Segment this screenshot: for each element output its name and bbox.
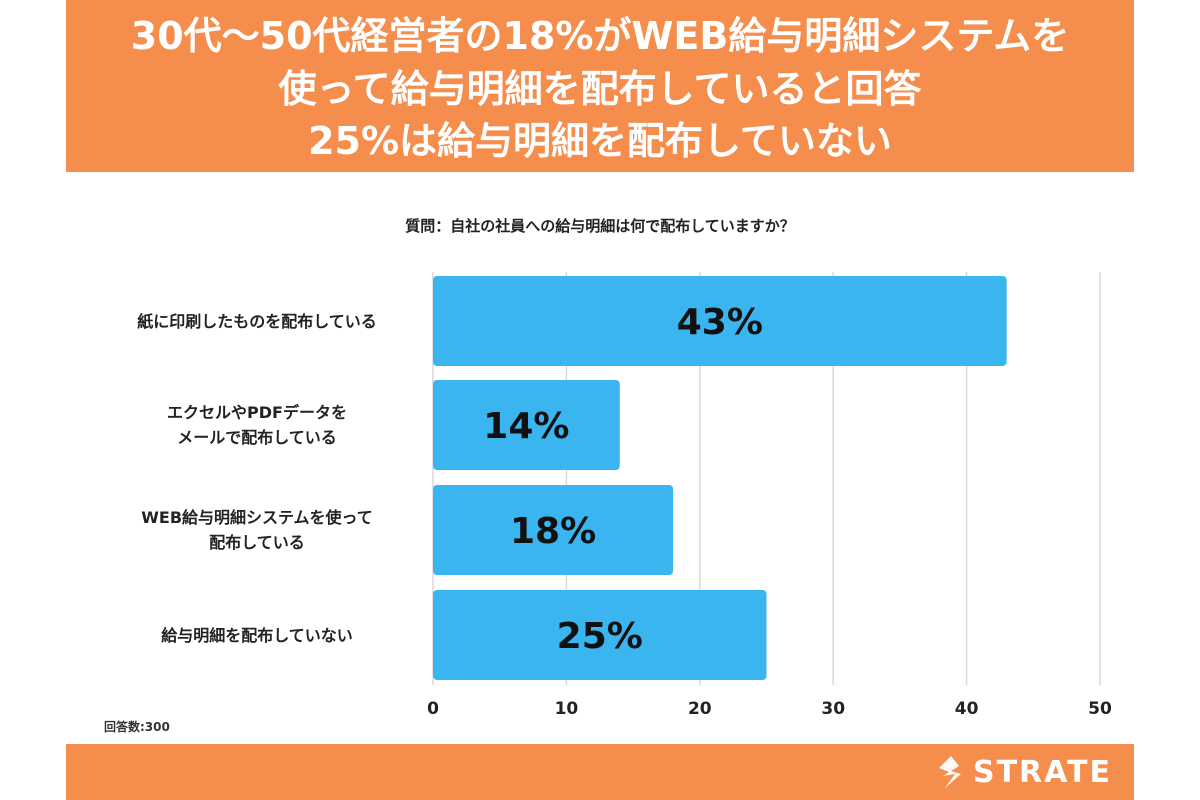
headline-line-1: 30代〜50代経営者の18%がWEB給与明細システムを [130,14,1070,58]
strate-logo-icon [938,756,961,788]
x-tick-label: 30 [821,699,845,719]
response-count-note: 回答数:300 [104,720,170,734]
bar [433,380,620,470]
category-label: 給与明細を配布していない [96,623,418,648]
category-label-line: 紙に印刷したものを配布している [137,311,377,331]
x-tick-label: 0 [427,699,439,719]
category-label-line: メールで配布している [177,428,337,447]
category-label-line: エクセルやPDFデータを [167,403,347,422]
x-tick-label: 40 [955,699,979,719]
header-banner: 30代〜50代経営者の18%がWEB給与明細システムを 使って給与明細を配布して… [66,0,1134,172]
bar-chart: 0 10 20 30 40 50 43% 14% 18% 25% [427,272,1112,719]
bar-value-label: 25% [557,616,643,657]
headline-line-3: 25%は給与明細を配布していない [308,119,892,163]
footer-banner: STRATE [66,744,1134,800]
bar-value-label: 18% [510,511,596,552]
category-label-line: 配布している [209,533,305,552]
category-label: WEB給与明細システムを使って 配布している [96,505,418,555]
x-tick-label: 50 [1088,699,1112,719]
brand-name: STRATE [972,754,1112,790]
bar-value-label: 14% [483,406,569,447]
brand-logo: STRATE [935,751,1112,793]
category-label: 紙に印刷したものを配布している [96,309,418,334]
headline-line-2: 使って給与明細を配布していると回答 [278,67,922,111]
bar [433,276,1007,366]
chart-question: 質問：自社の社員への給与明細は何で配布していますか？ [405,217,795,235]
bar [433,485,674,575]
category-label-line: 給与明細を配布していない [161,625,353,645]
category-label-line: WEB給与明細システムを使って [141,508,373,527]
category-label: エクセルやPDFデータを メールで配布している [96,400,418,450]
x-tick-label: 10 [555,699,579,719]
bar-value-label: 43% [677,302,763,343]
x-tick-label: 20 [688,699,712,719]
bar [433,590,767,680]
